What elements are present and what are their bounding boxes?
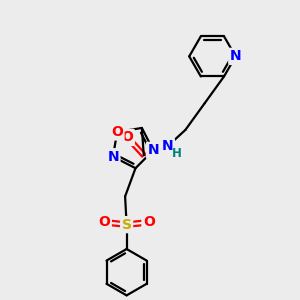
Text: N: N [148,143,159,158]
Text: O: O [143,215,155,229]
Text: H: H [172,147,182,160]
Text: N: N [230,50,242,63]
Text: N: N [162,139,173,153]
Text: O: O [98,215,110,229]
Text: N: N [107,150,119,164]
Text: O: O [122,130,133,144]
Text: S: S [122,218,132,232]
Text: O: O [111,125,123,139]
